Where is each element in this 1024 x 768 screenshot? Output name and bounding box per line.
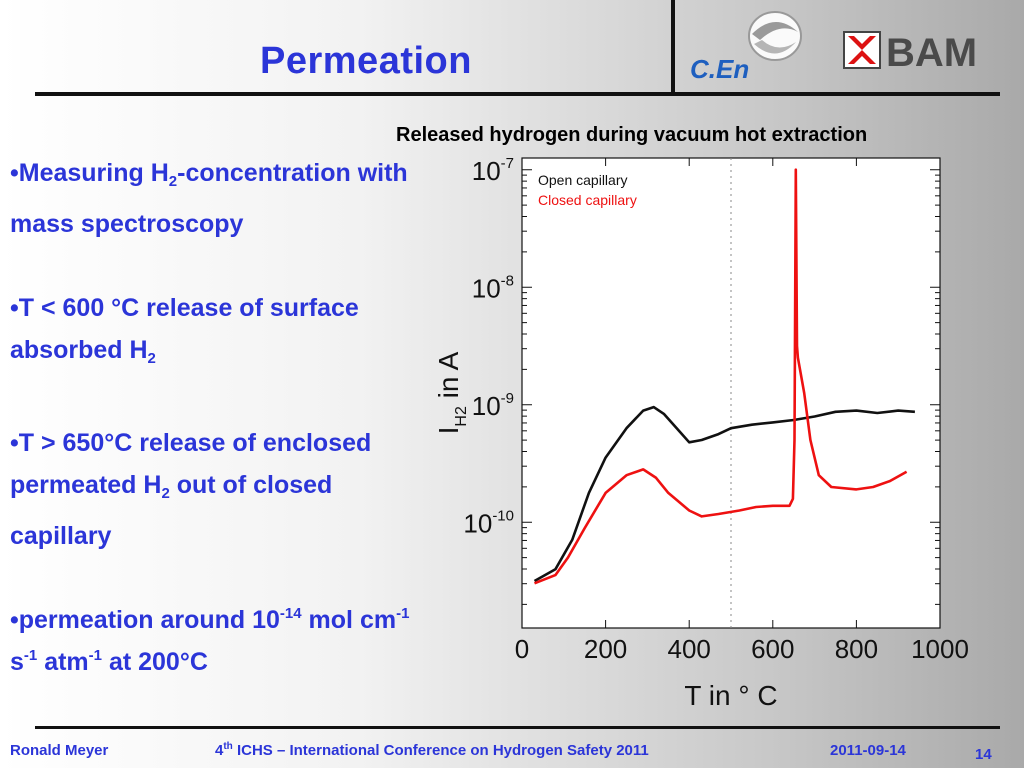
footer-author: Ronald Meyer <box>10 742 109 759</box>
x-tick-label: 1000 <box>911 634 969 664</box>
bam-logo: BAM <box>843 31 977 72</box>
footer-page-number: 14 <box>975 746 992 763</box>
bullet-permeation: •permeation around 10-14 mol cm-1 s-1 at… <box>10 605 410 676</box>
series-line-open-capillary <box>533 405 915 583</box>
chart-title: Released hydrogen during vacuum hot extr… <box>396 124 868 146</box>
y-tick-label: 10-7 <box>472 155 514 186</box>
x-tick-label: 200 <box>584 634 627 664</box>
x-tick-label: 400 <box>668 634 711 664</box>
x-tick-label: 800 <box>835 634 878 664</box>
bullet-above-650: •T > 650°C release of enclosed permeated… <box>10 429 372 550</box>
slide-title: Permeation <box>260 40 472 82</box>
footer-conference: 4th ICHS – International Conference on H… <box>215 741 649 760</box>
legend-open-capillary: Open capillary <box>538 172 628 188</box>
y-axis-label: IH2 in A <box>433 351 470 434</box>
legend-closed-capillary: Closed capillary <box>538 192 637 208</box>
bullet-measuring: •Measuring H2-concentration with mass sp… <box>10 159 408 238</box>
header-divider-vertical <box>671 0 675 96</box>
footer-date: 2011-09-14 <box>830 742 906 759</box>
bullet-below-600: •T < 600 °C release of surface absorbed … <box>10 294 359 367</box>
bullet-list: •Measuring H2-concentration with mass sp… <box>10 152 420 683</box>
header-rule <box>35 92 1000 96</box>
y-tick-label: 10-10 <box>463 507 514 538</box>
x-tick-label: 600 <box>751 634 794 664</box>
y-tick-label: 10-9 <box>472 390 514 421</box>
x-tick-label: 0 <box>515 634 529 664</box>
svg-text:IH2 in A: IH2 in A <box>433 351 470 434</box>
bam-logo-text: BAM <box>886 31 977 72</box>
cen-logo: C.En <box>690 11 802 84</box>
bam-cross-icon <box>848 36 876 64</box>
cen-logo-text: C.En <box>690 54 749 84</box>
x-axis-label: T in ° C <box>684 680 777 711</box>
y-tick-label: 10-8 <box>472 272 514 303</box>
hydrogen-release-chart: Open capillary Closed capillary 0 200 400 6… <box>433 155 969 711</box>
footer-rule <box>35 726 1000 729</box>
series-line-closed-capillary <box>534 168 908 585</box>
